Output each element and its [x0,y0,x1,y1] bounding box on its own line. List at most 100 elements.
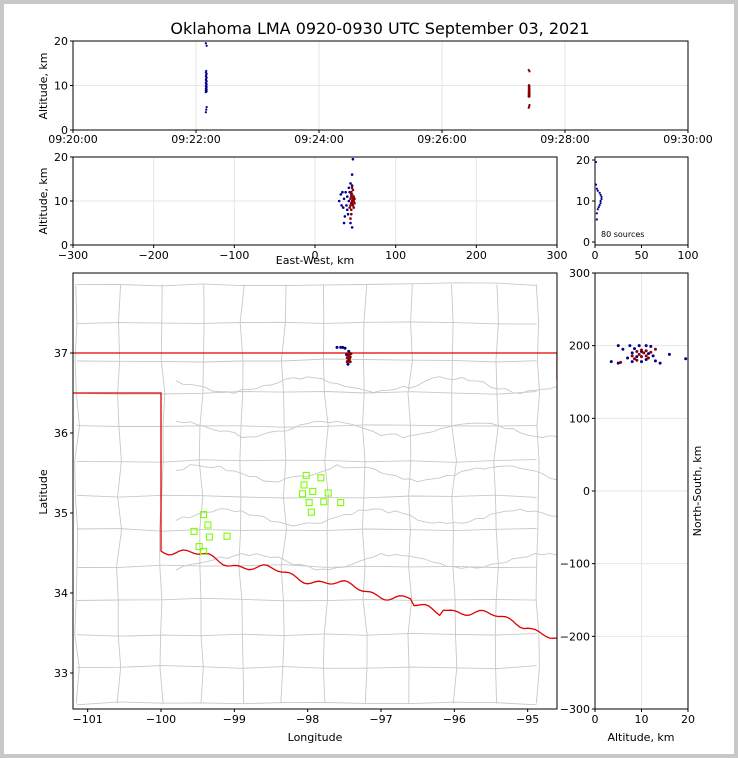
ew-height-source-point [350,226,354,229]
ew-height-source-point [350,173,354,176]
county-line [76,391,537,395]
plan-view-ytick-label: 37 [54,347,68,360]
ns-height-source-point [646,352,650,356]
ns-height-source-point [667,352,671,356]
ns-height-source-point [633,347,637,351]
ew-height-source-point [349,204,352,207]
ns-height-source-point [651,354,655,358]
lma-station-marker [317,474,325,482]
lma-station-marker [302,471,310,479]
ns-height-source-point [616,344,620,348]
ns-height-source-point [635,355,639,359]
altitude-histogram-point [597,206,600,209]
county-river-line [175,376,557,395]
ew-height-source-point [342,197,346,201]
county-line [76,424,537,428]
ew-height-source-point [347,186,351,190]
time-height-source-point [205,108,208,111]
ns-height-source-point [609,360,613,364]
county-river-line [175,508,557,527]
ns-height-panel: −300 −200 −100 0 100 200 300 0 10 20 North-South… [560,267,704,744]
ns-height-xtick-label: 0 [592,713,599,726]
ew-height-source-point [351,157,355,161]
altitude-histogram-point [595,212,598,215]
altitude-histogram-xtick-label: 100 [678,249,699,262]
ew-height-xtick-label: −100 [219,249,249,262]
ew-height-ytick-label: 0 [61,239,68,252]
lma-station-marker [309,487,317,495]
lma-station-marker [307,508,315,516]
altitude-histogram-point [598,204,601,207]
time-height-ytick-label: 20 [54,35,68,48]
ns-height-source-point [630,351,634,355]
ew-height-source-point [349,197,352,201]
altitude-histogram-point [594,160,598,164]
ew-height-source-point [345,208,349,212]
ew-height-source-point [350,201,354,205]
altitude-histogram-point [599,201,602,205]
plan-view-ytick-label: 34 [54,587,68,600]
county-line [76,459,537,463]
ew-height-source-point [349,221,352,225]
ew-height-source-point [352,206,356,209]
ew-height-source-point [346,212,350,216]
ew-height-xtick-label: 0 [312,249,319,262]
time-height-xtick-label: 09:26:00 [417,133,466,146]
ew-height-source-point [350,190,353,194]
plan-view-source-point [347,357,351,361]
lma-station-marker [195,543,203,551]
ns-height-source-point [635,358,639,362]
source-count-label: 80 sources [601,230,644,239]
ew-height-source-point [352,195,356,198]
plan-view-panel: 33 34 35 36 37 −101 −100 −99 −98 −97 −96 −95 Latit… [37,272,558,744]
plan-view-xlabel: Longitude [288,731,343,744]
altitude-histogram-xtick-label: 0 [592,249,599,262]
plan-view-xtick-label: −95 [516,713,539,726]
county-line [493,284,499,704]
ew-height-source-point [348,206,351,209]
lma-station-marker [205,533,213,541]
county-river-line [175,420,557,439]
time-height-source-point [204,111,207,114]
ew-height-source-point [347,199,351,203]
ns-height-ylabel: North-South, km [691,446,704,537]
ns-height-source-point [649,344,653,348]
ew-height-source-point [351,188,355,192]
ns-height-source-point [644,344,648,348]
plan-view-source-point [343,346,347,350]
ew-height-source-point [345,195,349,198]
ew-height-xtick-label: 100 [385,249,406,262]
ns-height-source-point [630,360,634,364]
ns-height-source-point [649,350,653,354]
ew-height-source-point [337,199,341,203]
ns-height-source-point [642,351,646,355]
ew-height-ylabel: Altitude, km [37,167,50,234]
county-line [322,284,329,704]
county-line [76,494,537,499]
ew-height-source-point [350,212,353,216]
ns-height-xlabel: Altitude, km [607,731,674,744]
plan-view-ytick-label: 36 [54,427,68,440]
ew-height-source-point [350,195,353,198]
county-line [76,665,537,670]
time-height-xtick-label: 09:24:00 [294,133,343,146]
lma-station-marker [300,481,308,489]
ns-height-source-point [640,355,643,359]
ew-height-source-point [353,201,356,205]
time-height-ylabel: Altitude, km [37,52,50,119]
ns-height-source-point [637,344,641,348]
time-height-source-point [527,68,530,72]
altitude-histogram-ytick-label: 20 [576,154,590,167]
plan-view-source-point [345,360,349,364]
figure-title: Oklahoma LMA 0920-0930 UTC September 03,… [170,19,589,38]
time-height-source-point [205,44,208,47]
altitude-histogram-ytick-label: 10 [576,195,590,208]
plan-view-source-point [348,360,352,364]
ns-height-ytick-label: 100 [569,412,590,425]
ns-height-source-point [640,360,643,364]
plan-view-source-point [349,352,353,356]
ew-height-source-point [352,199,356,203]
lma-station-marker [324,489,332,497]
ns-height-source-point [626,356,630,360]
